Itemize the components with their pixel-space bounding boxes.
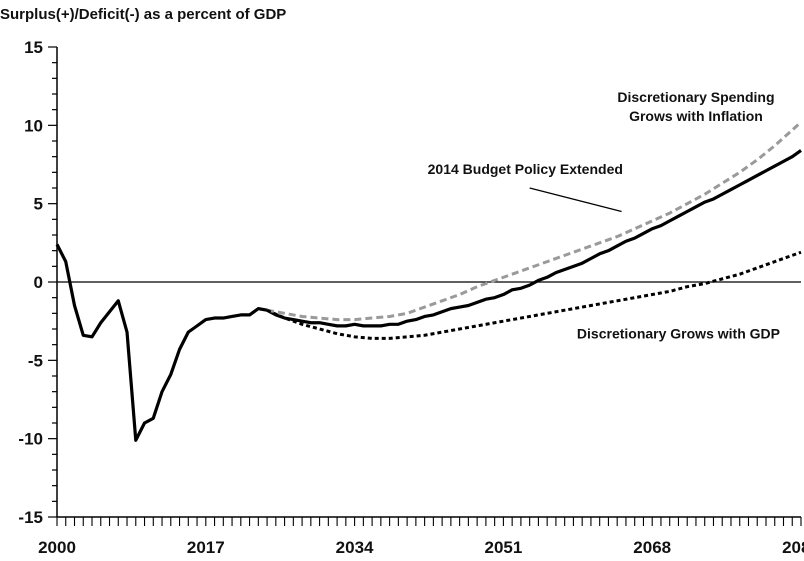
x-tick-label: 2034	[336, 538, 374, 557]
y-tick-label: 15	[24, 38, 43, 57]
series-line-1: 2014 Budget Policy Extended	[55, 149, 802, 442]
x-tick-label: 2068	[633, 538, 671, 557]
series-line-3: Discretionary Grows with GDP	[266, 250, 802, 340]
annotation-inflation-line-2: Grows with Inflation	[629, 108, 763, 124]
annotation-inflation-line-1: Discretionary Spending	[617, 89, 774, 105]
ticks: 15 10 5 0 -5 -10 -15 2000 2017 2034 2051 2068 2085	[18, 38, 804, 557]
series-layer: 2014 Budget Policy ExtendedDiscretionary…	[55, 121, 803, 442]
y-tick-label: 0	[34, 273, 43, 292]
x-tick-label: 2017	[187, 538, 225, 557]
x-tick-label: 2000	[38, 538, 76, 557]
annotation-policy-line-1: 2014 Budget Policy Extended	[428, 161, 623, 177]
y-tick-label: -15	[18, 508, 43, 527]
annotations-layer: Discretionary Spending Grows with Inflati…	[428, 89, 780, 342]
annotation-policy-pointer	[529, 187, 622, 213]
y-tick-label: -10	[18, 430, 43, 449]
y-tick-label: -5	[28, 351, 43, 370]
annotation-gdp-line-1: Discretionary Grows with GDP	[577, 325, 780, 341]
y-tick-label: 5	[34, 195, 43, 214]
x-tick-label: 2051	[484, 538, 522, 557]
chart-title: Surplus(+)/Deficit(-) as a percent of GD…	[0, 6, 286, 23]
x-tick-label: 2085	[782, 538, 804, 557]
series-line-2: Discretionary Spending Grows with Inflat…	[266, 121, 803, 322]
y-tick-label: 10	[24, 116, 43, 135]
